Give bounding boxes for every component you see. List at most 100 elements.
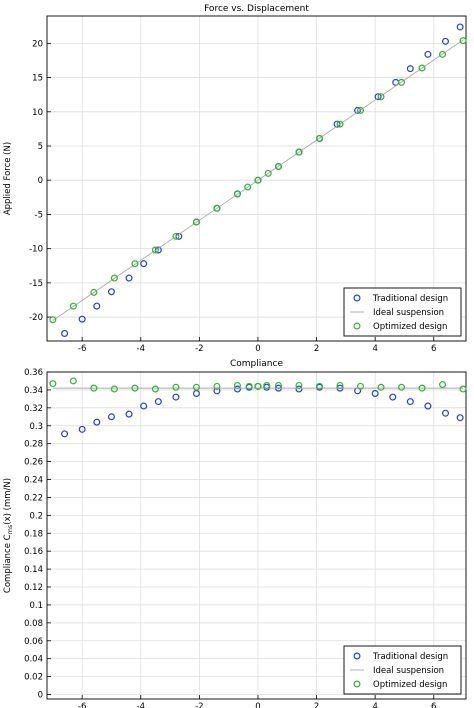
chart-0-xtick-label-1: -4 — [137, 344, 145, 354]
chart-1-point-traditional-6 — [154, 398, 162, 406]
chart-0-point-optimized-2 — [90, 288, 98, 296]
chart-0-legend-box — [343, 287, 462, 337]
chart-1-legend-label-2: Optimized design — [373, 680, 447, 690]
chart-1-point-optimized-4 — [131, 384, 139, 392]
chart-0-point-optimized-8 — [213, 204, 221, 212]
chart-1-point-traditional-0 — [61, 430, 69, 438]
chart-0-ylabel: Applied Force (N) — [3, 142, 13, 215]
chart-1-legend-label-1: Ideal suspension — [373, 666, 444, 676]
chart-1-ytick-label-18: 0.36 — [24, 368, 43, 378]
chart-0-ytick-label-8: 20 — [32, 39, 43, 49]
chart-0-point-optimized-10 — [244, 183, 252, 191]
chart-0-point-optimized-4 — [131, 260, 139, 268]
chart-1-xtick-label-5: 4 — [372, 702, 377, 708]
chart-0-point-traditional-2 — [93, 302, 101, 310]
chart-1-ytick-label-16: 0.32 — [24, 404, 43, 414]
chart-1-point-optimized-7 — [192, 383, 200, 391]
chart-0-ytick-label-5: 5 — [38, 142, 43, 152]
chart-0-point-traditional-5 — [140, 260, 148, 268]
chart-1-ytick-label-7: 0.14 — [24, 565, 43, 575]
chart-0-legend-label-2: Optimized design — [373, 322, 447, 332]
chart-1-point-traditional-10 — [233, 385, 241, 393]
chart-1-xtick-label-6: 6 — [431, 702, 436, 708]
chart-0-point-traditional-3 — [107, 288, 115, 296]
force-displacement-chart: Force vs. Displacement-6 -4 -2 0 2 4 6-20-15-1… — [3, 4, 467, 354]
chart-0-point-optimized-18 — [377, 93, 385, 101]
chart-0-xtick-label-4: 2 — [314, 344, 319, 354]
chart-1-point-traditional-21 — [406, 398, 414, 406]
chart-1-point-optimized-21 — [439, 381, 447, 389]
chart-1-ytick-label-10: 0.2 — [29, 511, 43, 521]
chart-1-point-optimized-14 — [295, 381, 303, 389]
chart-1-ylabel: Compliance Cms(x) (mm/N) — [3, 478, 14, 593]
chart-1-ytick-label-2: 0.04 — [24, 655, 43, 665]
chart-0-point-optimized-13 — [274, 163, 282, 171]
chart-1-point-traditional-24 — [456, 414, 464, 422]
chart-1-ytick-label-6: 0.12 — [24, 583, 43, 593]
chart-1-point-traditional-23 — [441, 409, 449, 417]
chart-0-point-traditional-4 — [125, 274, 133, 282]
chart-1-ytick-label-8: 0.16 — [24, 547, 43, 557]
chart-1-ytick-label-11: 0.22 — [24, 493, 43, 503]
chart-0-ytick-label-2: -10 — [29, 245, 43, 255]
chart-1-point-optimized-16 — [336, 381, 344, 389]
chart-0-series-ideal-line — [52, 39, 464, 321]
chart-1-point-traditional-5 — [140, 402, 148, 410]
chart-1-point-optimized-22 — [459, 385, 467, 393]
chart-0-legend-swatch-0 — [353, 294, 361, 302]
chart-1-ytick-label-5: 0.1 — [29, 601, 43, 611]
chart-1-xtick-label-1: -4 — [137, 702, 145, 708]
chart-0-point-optimized-11 — [254, 176, 262, 184]
chart-1-point-optimized-19 — [398, 383, 406, 391]
chart-0-xtick-label-5: 4 — [372, 344, 377, 354]
chart-0-point-traditional-1 — [78, 315, 86, 323]
chart-1-legend-swatch-0 — [353, 652, 361, 660]
chart-1-title: Compliance — [230, 359, 283, 369]
chart-1-point-optimized-3 — [110, 385, 118, 393]
chart-0-title: Force vs. Displacement — [204, 4, 309, 14]
chart-0-ytick-label-3: -5 — [35, 210, 43, 220]
chart-1-xtick-label-4: 2 — [314, 702, 319, 708]
chart-1-point-optimized-15 — [315, 382, 323, 390]
chart-1-point-optimized-8 — [213, 382, 221, 390]
chart-1-legend-swatch-2 — [353, 680, 361, 688]
chart-0-point-optimized-14 — [295, 148, 303, 156]
chart-1-ytick-label-17: 0.34 — [24, 386, 43, 396]
chart-1-legend: Traditional design Ideal suspension Optimi… — [343, 645, 462, 695]
chart-0-point-optimized-12 — [264, 169, 272, 177]
chart-1-point-optimized-12 — [263, 381, 271, 389]
chart-1-point-optimized-18 — [377, 383, 385, 391]
chart-0-point-traditional-17 — [374, 93, 382, 101]
chart-1-xtick-label-3: 0 — [255, 702, 260, 708]
chart-0-point-traditional-19 — [406, 65, 414, 73]
chart-0-point-optimized-21 — [439, 50, 447, 58]
chart-1-point-traditional-8 — [192, 390, 200, 398]
chart-1-ytick-label-13: 0.26 — [24, 458, 43, 468]
chart-0-xtick-label-6: 6 — [431, 344, 436, 354]
chart-0-xtick-label-2: -2 — [195, 344, 203, 354]
chart-0-legend-swatch-2 — [353, 322, 361, 330]
chart-1-point-traditional-3 — [107, 413, 115, 421]
chart-0-point-traditional-21 — [441, 37, 449, 45]
chart-1-point-optimized-9 — [233, 381, 241, 389]
chart-1-point-traditional-20 — [389, 393, 397, 401]
chart-1-point-traditional-7 — [172, 393, 180, 401]
chart-1-point-traditional-19 — [371, 390, 379, 398]
chart-0-ytick-label-0: -20 — [29, 313, 43, 323]
chart-1-ytick-label-12: 0.24 — [24, 476, 43, 486]
chart-0-point-optimized-1 — [69, 302, 77, 310]
chart-1-point-traditional-4 — [125, 410, 133, 418]
chart-1-ytick-label-0: 0 — [38, 691, 43, 701]
chart-0-point-optimized-6 — [172, 232, 180, 240]
chart-1-point-optimized-20 — [418, 384, 426, 392]
chart-1-ytick-label-4: 0.08 — [24, 619, 43, 629]
chart-1-ytick-label-1: 0.02 — [24, 673, 43, 683]
chart-1-point-traditional-1 — [78, 425, 86, 433]
chart-1-ytick-label-3: 0.06 — [24, 637, 43, 647]
chart-1-point-optimized-6 — [172, 383, 180, 391]
chart-0-plot-frame — [46, 15, 467, 342]
chart-1-point-traditional-2 — [93, 418, 101, 426]
chart-1-point-optimized-13 — [274, 381, 282, 389]
chart-1-point-optimized-1 — [69, 377, 77, 385]
chart-0-point-optimized-20 — [418, 64, 426, 72]
